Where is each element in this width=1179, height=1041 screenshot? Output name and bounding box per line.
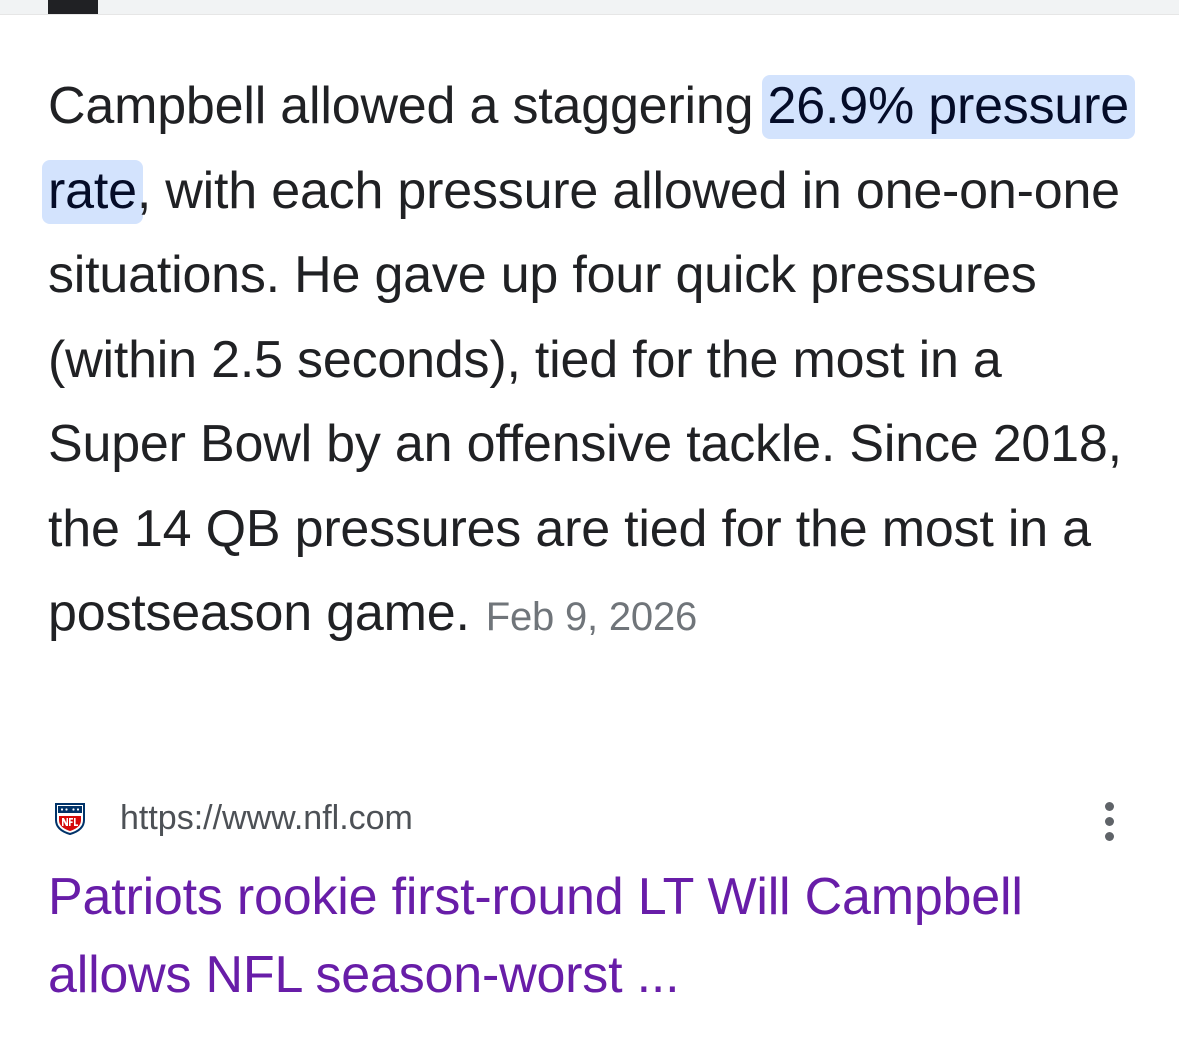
kebab-dot (1104, 817, 1114, 826)
featured-snippet-text: Campbell allowed a staggering 26.9% pres… (42, 64, 1138, 660)
result-source-row[interactable]: https://www.nfl.com (52, 796, 1132, 841)
result-title-link[interactable]: Patriots rookie first-round LT Will Camp… (48, 868, 1023, 1004)
snippet-text-after: , with each pressure allowed in one-on-o… (48, 161, 1122, 643)
more-vert-icon[interactable] (1099, 802, 1119, 846)
kebab-dot (1104, 802, 1114, 811)
snippet-date: Feb 9, 2026 (485, 595, 698, 639)
kebab-dot (1104, 832, 1114, 841)
snippet-text-before: Campbell allowed a staggering (48, 77, 768, 135)
top-tab-indicator (48, 0, 98, 14)
nfl-shield-icon (55, 803, 85, 836)
source-url[interactable]: https://www.nfl.com (120, 799, 413, 837)
top-divider (0, 0, 1179, 15)
